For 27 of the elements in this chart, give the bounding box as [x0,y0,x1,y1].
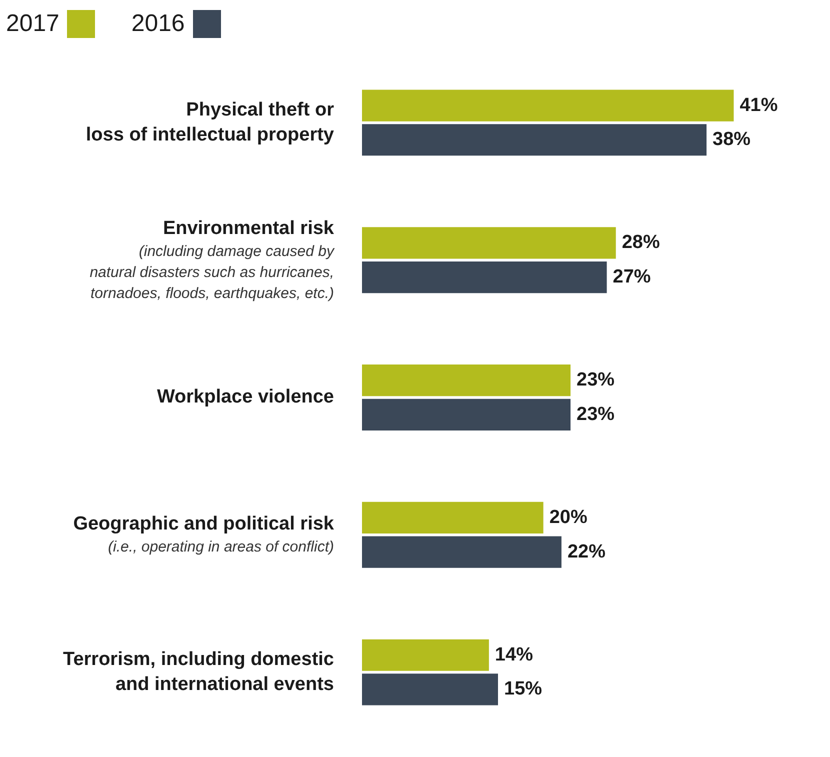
bar [362,398,571,430]
bar [362,364,571,396]
data-label: 28% [622,232,660,254]
data-label: 20% [549,506,588,528]
y-tick-label: Workplace violence [156,386,334,408]
legend-label: 2017 [6,10,60,38]
legend-label: 2016 [131,10,185,38]
y-tick-label: Terrorism, including domestic and international events [63,649,334,696]
data-label: 15% [504,678,542,700]
bar [362,261,607,294]
y-tick-label: Physical theft or loss of intellectual property [86,99,335,146]
bar [362,639,489,671]
data-label: 23% [576,404,615,425]
bar [362,90,734,122]
data-label: 22% [567,541,606,562]
data-label: 23% [576,370,615,391]
data-label: 38% [712,129,751,150]
bar [362,124,707,156]
data-label: 27% [612,266,651,288]
data-label: 14% [494,644,534,666]
bar [362,502,544,534]
data-label: 41% [740,94,778,116]
y-tick-label: Geographic and political risk (i.e., operating in areas of conflict) [73,514,334,556]
bar [362,674,498,706]
y-tick-label: Environmental risk (including damage caused by natural disasters such as hurricanes, tornadoes, floods, earthquakes, etc.) [90,218,336,302]
bar [362,536,562,568]
bar [362,227,616,259]
